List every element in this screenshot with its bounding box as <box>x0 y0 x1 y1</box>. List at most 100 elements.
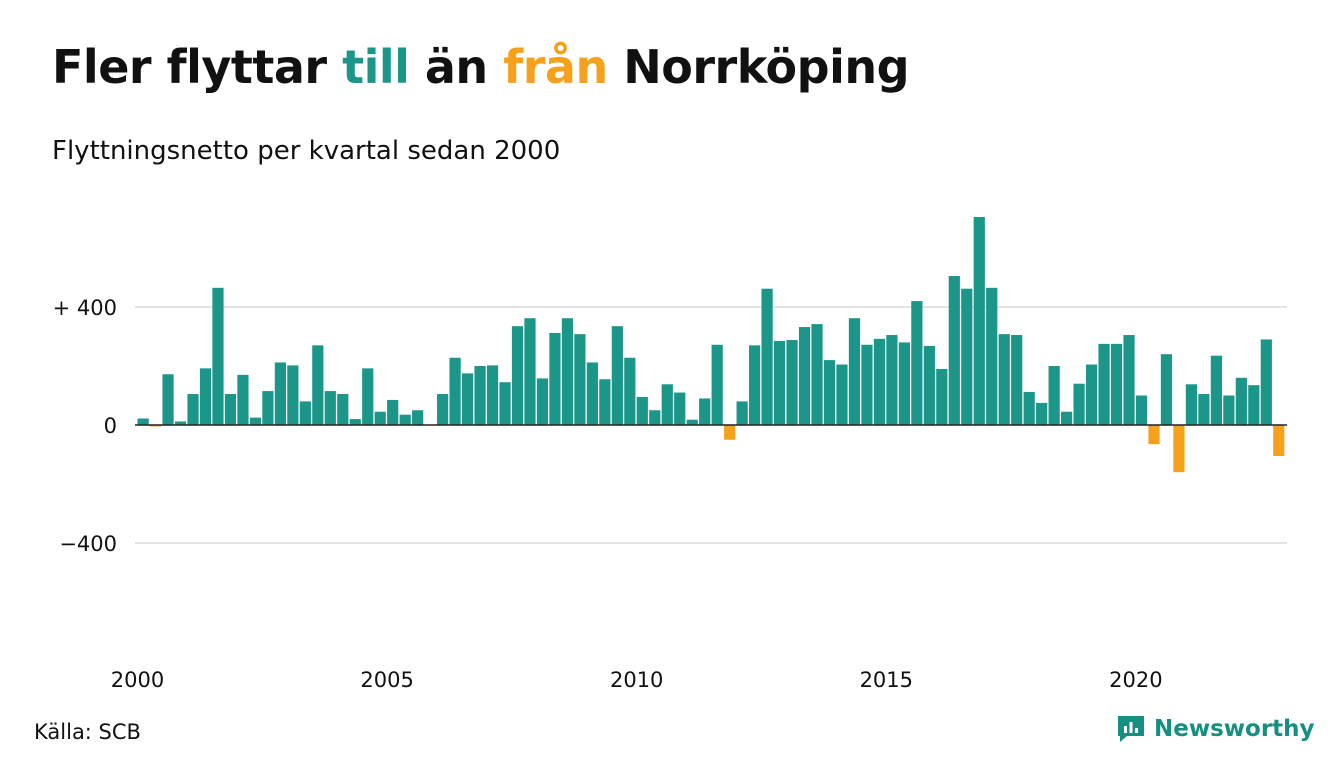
bar <box>1173 425 1185 473</box>
grid-lines <box>135 306 1287 544</box>
y-tick-labels: + 400 0 −400 <box>53 296 117 556</box>
bar <box>1036 402 1048 425</box>
bar <box>461 373 474 425</box>
bar <box>174 421 187 425</box>
title-highlight-fran: från <box>503 40 608 94</box>
bar <box>699 398 711 425</box>
bar <box>312 345 324 425</box>
bar <box>437 394 449 425</box>
brand-name: Newsworthy <box>1154 716 1315 742</box>
bar <box>162 374 174 425</box>
chart-subtitle: Flyttningsnetto per kvartal sedan 2000 <box>52 136 561 166</box>
bar <box>724 425 736 440</box>
bar <box>599 379 611 425</box>
y-tick-label: −400 <box>59 532 117 556</box>
bar <box>299 401 311 425</box>
bar <box>474 366 486 425</box>
bar <box>873 338 886 425</box>
title-part-1: Fler flyttar <box>52 40 343 94</box>
bar <box>574 334 586 425</box>
bar-chart: + 400 0 −400 2000 2005 2010 2015 2020 <box>53 217 1287 692</box>
bar <box>212 287 224 425</box>
bar <box>1073 383 1085 425</box>
bar <box>1085 364 1098 425</box>
bar <box>137 418 149 425</box>
bar <box>1011 335 1023 425</box>
bar <box>349 419 361 425</box>
bar <box>1223 395 1235 425</box>
bar <box>786 340 798 425</box>
bar <box>911 301 923 425</box>
bar <box>1260 339 1272 425</box>
bar <box>1248 385 1260 425</box>
bar <box>1110 343 1123 425</box>
x-tick-label: 2015 <box>860 668 913 692</box>
bar <box>374 411 386 425</box>
bar <box>362 368 374 425</box>
title-highlight-till: till <box>342 40 410 94</box>
chart-title: Fler flyttar till än från Norrköping <box>52 40 910 94</box>
bar <box>337 394 349 425</box>
bar <box>1198 394 1210 425</box>
bar <box>948 276 960 425</box>
bar <box>387 399 399 425</box>
bar <box>998 334 1010 425</box>
bar <box>973 217 985 425</box>
bar <box>449 357 461 425</box>
bar <box>1061 411 1073 425</box>
bar <box>1148 425 1160 445</box>
bar <box>1273 425 1285 456</box>
bar <box>886 335 898 425</box>
bar <box>586 362 598 425</box>
bar <box>898 342 910 425</box>
bar <box>861 344 873 425</box>
x-tick-label: 2005 <box>360 668 413 692</box>
bar <box>274 362 286 425</box>
bar <box>486 365 499 425</box>
bar <box>661 384 673 425</box>
bar <box>986 287 998 425</box>
bar <box>1210 355 1222 425</box>
bar <box>773 340 786 425</box>
bar <box>749 345 761 425</box>
bar <box>1023 391 1035 425</box>
bar <box>524 318 536 425</box>
x-tick-label: 2010 <box>610 668 663 692</box>
title-part-5: Norrköping <box>607 40 910 94</box>
brand-logo: Newsworthy <box>1116 714 1315 744</box>
bar <box>961 288 973 425</box>
bar <box>836 364 848 425</box>
bar <box>199 368 212 425</box>
bar <box>649 410 661 425</box>
x-tick-labels: 2000 2005 2010 2015 2020 <box>111 668 1163 692</box>
bar <box>262 391 274 425</box>
bar <box>511 326 524 425</box>
bar <box>611 326 623 425</box>
bar <box>711 344 723 425</box>
bar <box>936 368 948 425</box>
bar <box>499 382 511 425</box>
bar <box>686 419 698 425</box>
y-tick-label: + 400 <box>53 296 117 320</box>
bar <box>549 332 561 425</box>
x-tick-label: 2020 <box>1109 668 1162 692</box>
bar <box>287 365 299 425</box>
bar <box>1135 395 1148 425</box>
bar <box>187 394 199 425</box>
bar <box>636 396 648 425</box>
bar <box>249 417 262 425</box>
newsworthy-logo-icon <box>1118 716 1144 742</box>
bar <box>1048 366 1060 425</box>
bar <box>536 378 549 425</box>
bar <box>624 357 636 425</box>
bar <box>1185 384 1198 425</box>
bar <box>798 327 811 425</box>
bar <box>399 414 411 425</box>
bar <box>224 394 237 425</box>
bar <box>674 392 686 425</box>
bar <box>1160 354 1173 425</box>
bar <box>823 360 836 425</box>
bars <box>137 217 1285 473</box>
bar <box>412 410 424 425</box>
x-tick-label: 2000 <box>111 668 164 692</box>
